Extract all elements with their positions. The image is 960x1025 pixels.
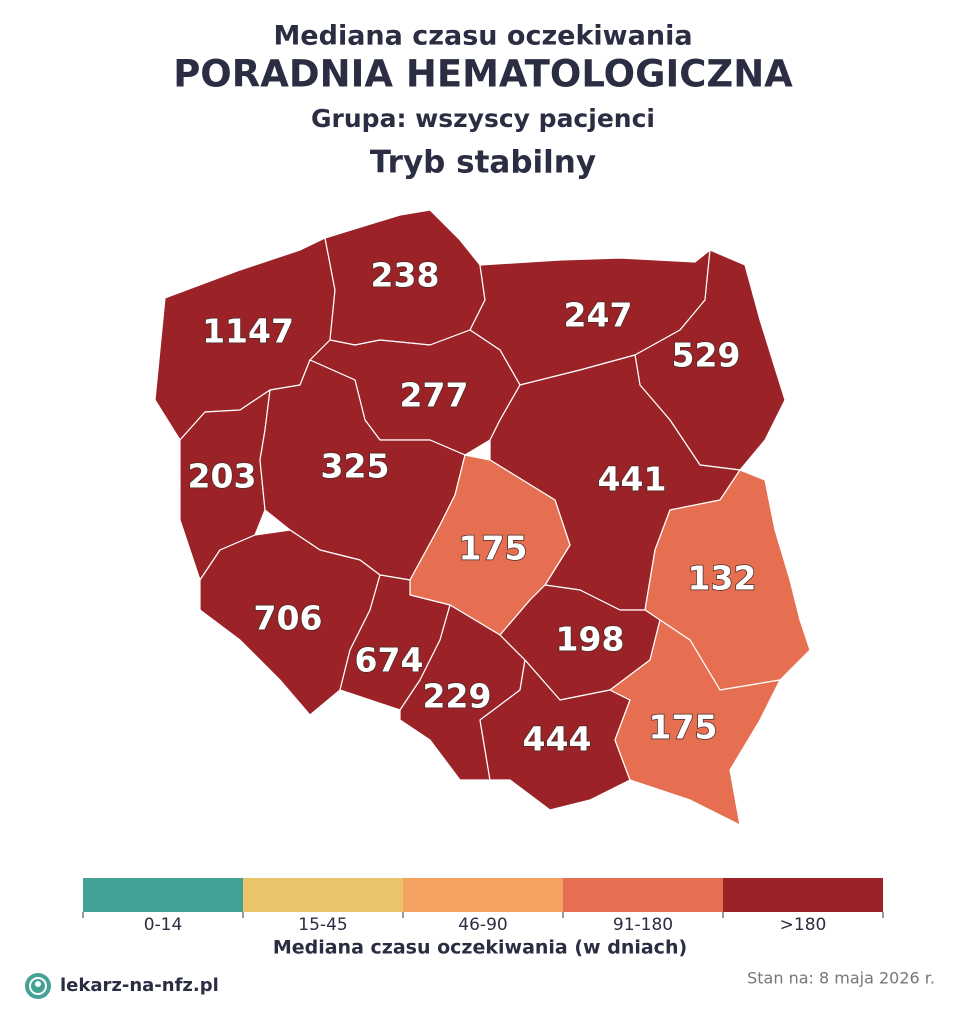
mode: Tryb stabilny	[370, 145, 596, 181]
region-value: 229	[423, 677, 492, 716]
legend-swatch	[403, 878, 563, 912]
region-value: 325	[321, 447, 390, 486]
map: 1147 238 247 529 277 203 325 441 175 132 706 674229…	[154, 209, 811, 826]
legend: 0-14 15-45 46-90 91-180 >180	[82, 878, 884, 935]
region-value: 674	[355, 641, 424, 680]
legend-swatch	[563, 878, 723, 912]
region-value: 203	[188, 457, 257, 496]
region-value: 441	[598, 460, 667, 499]
region-value: 247	[564, 296, 633, 335]
legend-swatch	[83, 878, 243, 912]
legend-label: 91-180	[613, 915, 673, 935]
region-value: 529	[672, 336, 741, 375]
logo	[25, 973, 51, 999]
legend-label: 0-14	[144, 915, 183, 935]
legend-swatch	[243, 878, 403, 912]
region-value: 277	[400, 376, 469, 415]
group: Grupa: wszyscy pacjenci	[311, 104, 655, 133]
legend-label: 15-45	[298, 915, 347, 935]
legend-title: Mediana czasu oczekiwania (w dniach)	[273, 937, 687, 959]
legend-swatch	[723, 878, 883, 912]
region-value: 175	[459, 529, 528, 568]
region-value: 132	[688, 559, 757, 598]
region	[609, 619, 781, 826]
subtitle: Mediana czasu oczekiwania	[273, 21, 692, 52]
title: PORADNIA HEMATOLOGICZNA	[173, 53, 793, 96]
brand: lekarz-na-nfz.pl	[60, 975, 219, 996]
region-value: 175	[649, 708, 718, 747]
region-value: 198	[556, 620, 625, 659]
legend-label: >180	[780, 915, 827, 935]
region-value: 444	[523, 720, 592, 759]
region-value: 706	[254, 599, 323, 638]
region-value: 238	[371, 256, 440, 295]
date: Stan na: 8 maja 2026 r.	[747, 969, 935, 988]
legend-label: 46-90	[458, 915, 507, 935]
region-value: 1147	[202, 312, 294, 351]
